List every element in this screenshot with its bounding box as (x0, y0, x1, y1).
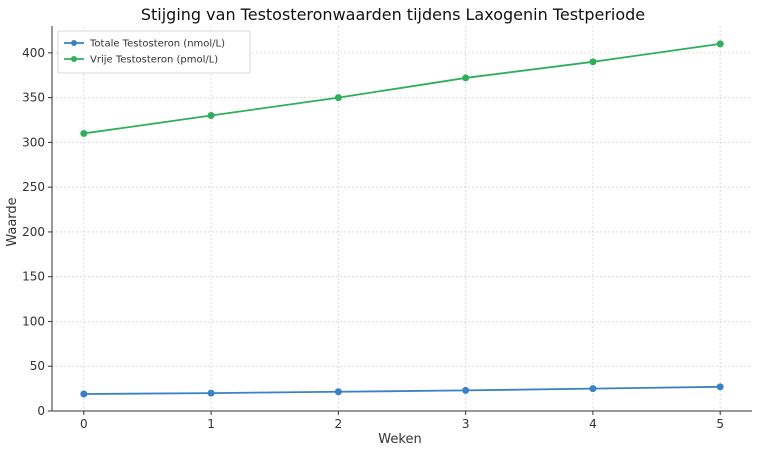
data-point (716, 383, 724, 391)
x-tick-label: 2 (335, 417, 343, 431)
legend-box (57, 30, 251, 74)
y-tick-label: 300 (22, 135, 45, 149)
series-line-1 (83, 385, 721, 395)
x-axis-title: Weken (378, 432, 421, 447)
series-lines (80, 40, 724, 398)
data-point (334, 94, 342, 102)
chart-title: Stijging van Testosteronwaarden tijdens … (141, 5, 645, 24)
data-point (207, 389, 215, 397)
legend-label: Totale Testosteron (nmol/L) (89, 39, 225, 50)
x-tick-label: 4 (589, 417, 597, 431)
x-tick-label: 1 (207, 417, 215, 431)
axes (51, 26, 752, 412)
data-point (462, 74, 470, 82)
legend: Totale Testosteron (nmol/L) Vrije Testost… (57, 30, 251, 74)
x-tick-label: 0 (80, 417, 88, 431)
y-tick-label: 100 (22, 314, 45, 328)
x-tick-label: 3 (462, 417, 470, 431)
data-point (80, 390, 88, 398)
data-point (589, 385, 597, 393)
legend-marker (71, 40, 77, 46)
y-tick-label: 250 (22, 180, 45, 194)
y-tick-label: 150 (22, 270, 45, 284)
data-point (589, 58, 597, 66)
y-tick-label: 350 (22, 91, 45, 105)
legend-marker (71, 56, 77, 62)
data-point (716, 40, 724, 48)
y-tick-label: 200 (22, 225, 45, 239)
series-line-2 (83, 43, 721, 135)
legend-label: Vrije Testosteron (pmol/L) (90, 55, 218, 66)
y-tick-label: 50 (30, 359, 45, 373)
data-point (207, 112, 215, 120)
data-point (80, 129, 88, 137)
data-point (462, 386, 470, 394)
x-tick-label: 5 (716, 417, 724, 431)
data-point (334, 388, 342, 396)
grid (52, 26, 752, 412)
y-tick-label: 400 (22, 46, 45, 60)
y-tick-label: 0 (37, 404, 45, 418)
y-axis-title: Waarde (5, 197, 20, 246)
